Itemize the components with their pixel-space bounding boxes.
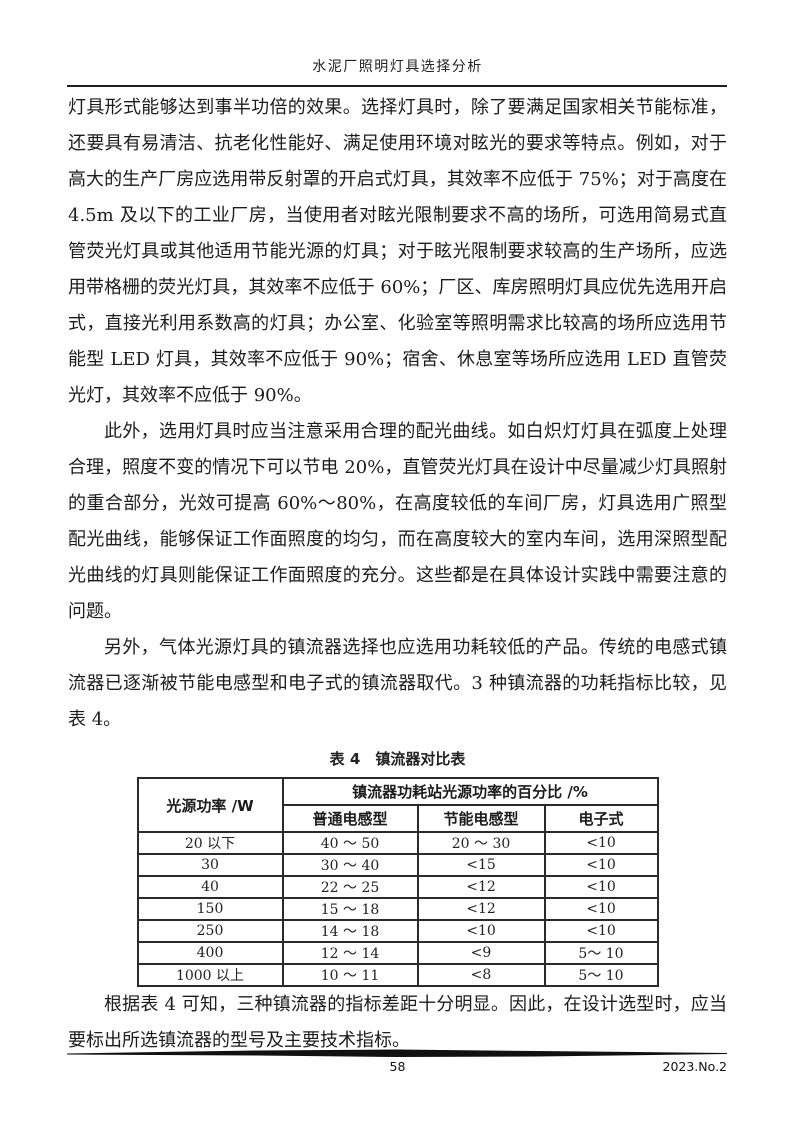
table-header-cell: 节能电感型 — [416, 804, 546, 833]
table-cell: 5～ 10 — [543, 941, 659, 965]
table-cell: 30 ～ 40 — [281, 853, 419, 877]
table-cell: 12 ～ 14 — [281, 941, 419, 965]
body-paragraph: 此外，选用灯具时应当注意采用合理的配光曲线。如白炽灯灯具在弧度上处理合理，照度不… — [68, 421, 727, 622]
issue-label: 2023.No.2 — [662, 1059, 728, 1074]
table-cell: 150 — [136, 897, 284, 921]
table-subheader-row: 普通电感型 节能电感型 电子式 — [138, 804, 659, 833]
table-group-header-cell: 镇流器功耗站光源功率的百分比 /% — [281, 777, 659, 806]
table-row: 400 12 ～ 14 <9 5～ 10 — [136, 941, 659, 965]
table-cell: 10 ～ 11 — [281, 963, 419, 987]
page-number: 58 — [389, 1059, 406, 1074]
table-cell: 1000 以上 — [136, 963, 284, 987]
table-header-cell: 光源功率 /W — [136, 777, 284, 833]
table-cell: <10 — [543, 875, 659, 899]
table-cell: 40 ～ 50 — [281, 831, 419, 855]
footer-rule — [67, 1049, 727, 1057]
table-cell: <12 — [416, 875, 546, 899]
table-cell: <10 — [543, 897, 659, 921]
table-cell: <10 — [416, 919, 546, 943]
table-header-row: 光源功率 /W 镇流器功耗站光源功率的百分比 /% — [136, 777, 659, 833]
table-row: 1000 以上 10 ～ 11 <8 5～ 10 — [136, 963, 659, 987]
table-row: 20 以下 40 ～ 50 20 ～ 30 <10 — [136, 831, 659, 855]
body-paragraph: 根据表 4 可知，三种镇流器的指标差距十分明显。因此，在设计选型时，应当要标出所… — [68, 994, 727, 1051]
table-cell: 20 ～ 30 — [416, 831, 546, 855]
table-cell: <12 — [416, 897, 546, 921]
table-cell: 30 — [136, 853, 284, 877]
ballast-comparison-table: 光源功率 /W 镇流器功耗站光源功率的百分比 /% 普通电感型 节能电感型 电子… — [136, 777, 659, 987]
table-cell: <9 — [416, 941, 546, 965]
header-rule — [67, 85, 727, 87]
table-cell: 15 ～ 18 — [281, 897, 419, 921]
table-row: 150 15 ～ 18 <12 <10 — [136, 897, 659, 921]
table-cell: 22 ～ 25 — [281, 875, 419, 899]
table-header-cell: 普通电感型 — [281, 804, 419, 833]
table-cell: 5～ 10 — [543, 963, 659, 987]
table-caption: 表 4 镇流器对比表 — [329, 750, 466, 768]
article-body: 灯具形式能够达到事半功倍的效果。选择灯具时，除了要满足国家相关节能标准，还要具有… — [68, 90, 727, 1059]
body-paragraph: 灯具形式能够达到事半功倍的效果。选择灯具时，除了要满足国家相关节能标准，还要具有… — [68, 97, 727, 406]
table-cell: 40 — [136, 875, 284, 899]
body-paragraph: 另外，气体光源灯具的镇流器选择也应选用功耗较低的产品。传统的电感式镇流器已逐渐被… — [68, 637, 727, 730]
table-cell: 20 以下 — [136, 831, 284, 855]
table-cell: 250 — [136, 919, 284, 943]
running-head-title: 水泥厂照明灯具选择分析 — [312, 59, 483, 75]
table-cell: <10 — [543, 853, 659, 877]
table-cell: 14 ～ 18 — [281, 919, 419, 943]
table-cell: <10 — [543, 831, 659, 855]
table-header-cell: 电子式 — [543, 804, 659, 833]
table-row: 250 14 ～ 18 <10 <10 — [136, 919, 659, 943]
table-row: 30 30 ～ 40 <15 <10 — [136, 853, 659, 877]
table-cell: <10 — [543, 919, 659, 943]
table-cell: <8 — [416, 963, 546, 987]
table-row: 40 22 ～ 25 <12 <10 — [136, 875, 659, 899]
table-cell: <15 — [416, 853, 546, 877]
table-cell: 400 — [136, 941, 284, 965]
